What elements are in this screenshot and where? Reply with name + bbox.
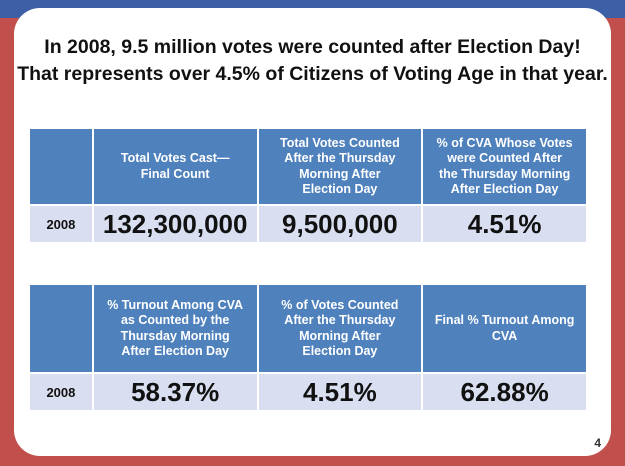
row-year-cell: 2008 (30, 206, 92, 242)
table-header-cell: Final % Turnout Among CVA (423, 285, 586, 372)
table-header-cell: Total Votes Cast— Final Count (93, 129, 257, 204)
table-header-cell: % Turnout Among CVA as Counted by the Thur… (93, 285, 257, 372)
table-cell: 4.51% (423, 206, 586, 242)
title-line-1: In 2008, 9.5 million votes were counted … (44, 36, 581, 58)
table-header-row: Total Votes Cast— Final Count Total Votes… (30, 129, 586, 204)
table-cell: 132,300,000 (93, 206, 257, 242)
turnout-table: % Turnout Among CVA as Counted by the Thur… (28, 283, 588, 412)
page-number: 4 (594, 436, 601, 450)
table-cell: 9,500,000 (258, 206, 422, 242)
row-year-cell: 2008 (30, 374, 92, 410)
votes-counted-table: Total Votes Cast— Final Count Total Votes… (28, 127, 588, 244)
table-header-cell: % of CVA Whose Votes were Counted After th… (423, 129, 586, 204)
table-row: 2008 58.37% 4.51% 62.88% (30, 374, 586, 410)
table-header-cell (30, 129, 92, 204)
slide-title: In 2008, 9.5 million votes were counted … (14, 34, 611, 88)
table-header-row: % Turnout Among CVA as Counted by the Thur… (30, 285, 586, 372)
table-cell: 58.37% (93, 374, 257, 410)
title-line-2: That represents over 4.5% of Citizens of… (17, 63, 608, 85)
table-header-cell: Total Votes Counted After the Thursday Mor… (258, 129, 422, 204)
table-cell: 62.88% (423, 374, 586, 410)
table-row: 2008 132,300,000 9,500,000 4.51% (30, 206, 586, 242)
table-header-cell: % of Votes Counted After the Thursday Morn… (258, 285, 422, 372)
table-cell: 4.51% (258, 374, 422, 410)
table-header-cell (30, 285, 92, 372)
